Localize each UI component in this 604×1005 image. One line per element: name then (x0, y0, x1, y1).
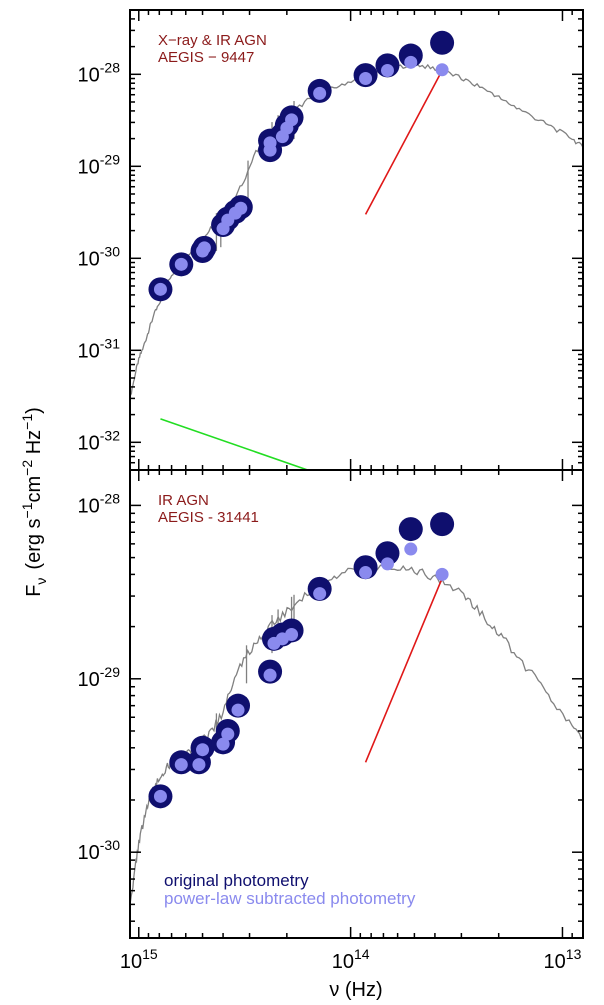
x-tick-label: 1014 (332, 946, 370, 973)
bottom-original-point (375, 541, 400, 566)
top-subtracted-point (197, 241, 211, 255)
bottom-subtracted-point (231, 703, 245, 717)
top-annotation-line: X−ray & IR AGN (158, 32, 267, 49)
bottom-subtracted-point (313, 587, 327, 601)
top-powerlaw-red-line (364, 70, 443, 215)
bottom-subtracted-point (192, 758, 206, 772)
x-axis-title: ν (Hz) (329, 979, 382, 1001)
top-subtracted-point (404, 55, 418, 69)
bottom-subtracted-point (196, 743, 210, 757)
bottom-subtracted-point (263, 668, 277, 682)
bottom-y-tick-label: 10-30 (78, 837, 121, 864)
bottom-y-tick-label: 10-28 (78, 490, 121, 517)
bottom-subtracted-point (404, 542, 418, 556)
bottom-subtracted-point (153, 789, 167, 803)
bottom-annotation-line: AEGIS - 31441 (158, 509, 259, 526)
legend-subtracted: power-law subtracted photometry (164, 889, 416, 908)
top-subtracted-point (263, 136, 277, 150)
top-subtracted-point (313, 86, 327, 100)
bottom-powerlaw-red-line (364, 577, 443, 763)
bottom-subtracted-point (221, 727, 235, 741)
top-plot-area (130, 30, 583, 470)
top-powerlaw-green-line (160, 418, 310, 470)
bottom-original-point (430, 512, 455, 537)
top-subtracted-point (153, 282, 167, 296)
y-axis-mid: cm (23, 476, 45, 503)
top-original-point (430, 30, 455, 55)
y-axis-open: (erg s (23, 518, 45, 569)
top-subtracted-point (435, 63, 449, 77)
bottom-subtracted-point (359, 566, 373, 580)
y-axis-symbol: F (23, 585, 45, 597)
bottom-annotation-line: IR AGN (158, 492, 209, 509)
y-axis-title: Fν(erg s−1cm−2 Hz−1) (19, 407, 49, 597)
top-y-tick-label: 10-29 (78, 151, 121, 178)
y-axis-e3: −1 (19, 414, 35, 430)
top-annotation-line: AEGIS − 9447 (158, 49, 254, 66)
bottom-plot-area (130, 512, 583, 905)
top-subtracted-point (234, 201, 248, 215)
bottom-subtracted-point (285, 628, 299, 642)
y-axis-close: ) (23, 407, 45, 414)
top-y-tick-label: 10-28 (78, 59, 121, 86)
top-subtracted-point (359, 72, 373, 86)
y-axis-e2: −2 (19, 460, 35, 476)
y-axis-e1: −1 (19, 502, 35, 518)
top-subtracted-point (285, 113, 299, 127)
top-y-tick-label: 10-30 (78, 243, 121, 270)
bottom-frame (129, 469, 584, 939)
top-subtracted-point (380, 63, 394, 77)
bottom-subtracted-point (174, 758, 188, 772)
top-y-tick-label: 10-32 (78, 427, 121, 454)
y-axis-hz: Hz (23, 430, 45, 460)
panel-top: 10-28 10-29 10-30 10-31 10-32 X−ray & IR AGNA… (78, 9, 584, 471)
x-tick-label: 1015 (120, 946, 158, 973)
y-axis-sub: ν (33, 578, 49, 585)
bottom-y-tick-label: 10-29 (78, 664, 121, 691)
x-tick-label: 1013 (544, 946, 582, 973)
bottom-subtracted-point (435, 567, 449, 581)
bottom-subtracted-point (380, 557, 394, 571)
bottom-subtracted-point (216, 737, 230, 751)
top-y-tick-label: 10-31 (78, 335, 121, 362)
bottom-template-sed (130, 561, 583, 905)
bottom-original-point (398, 517, 423, 542)
top-template-sed (130, 62, 583, 401)
top-subtracted-point (174, 257, 188, 271)
legend-original: original photometry (164, 871, 309, 890)
